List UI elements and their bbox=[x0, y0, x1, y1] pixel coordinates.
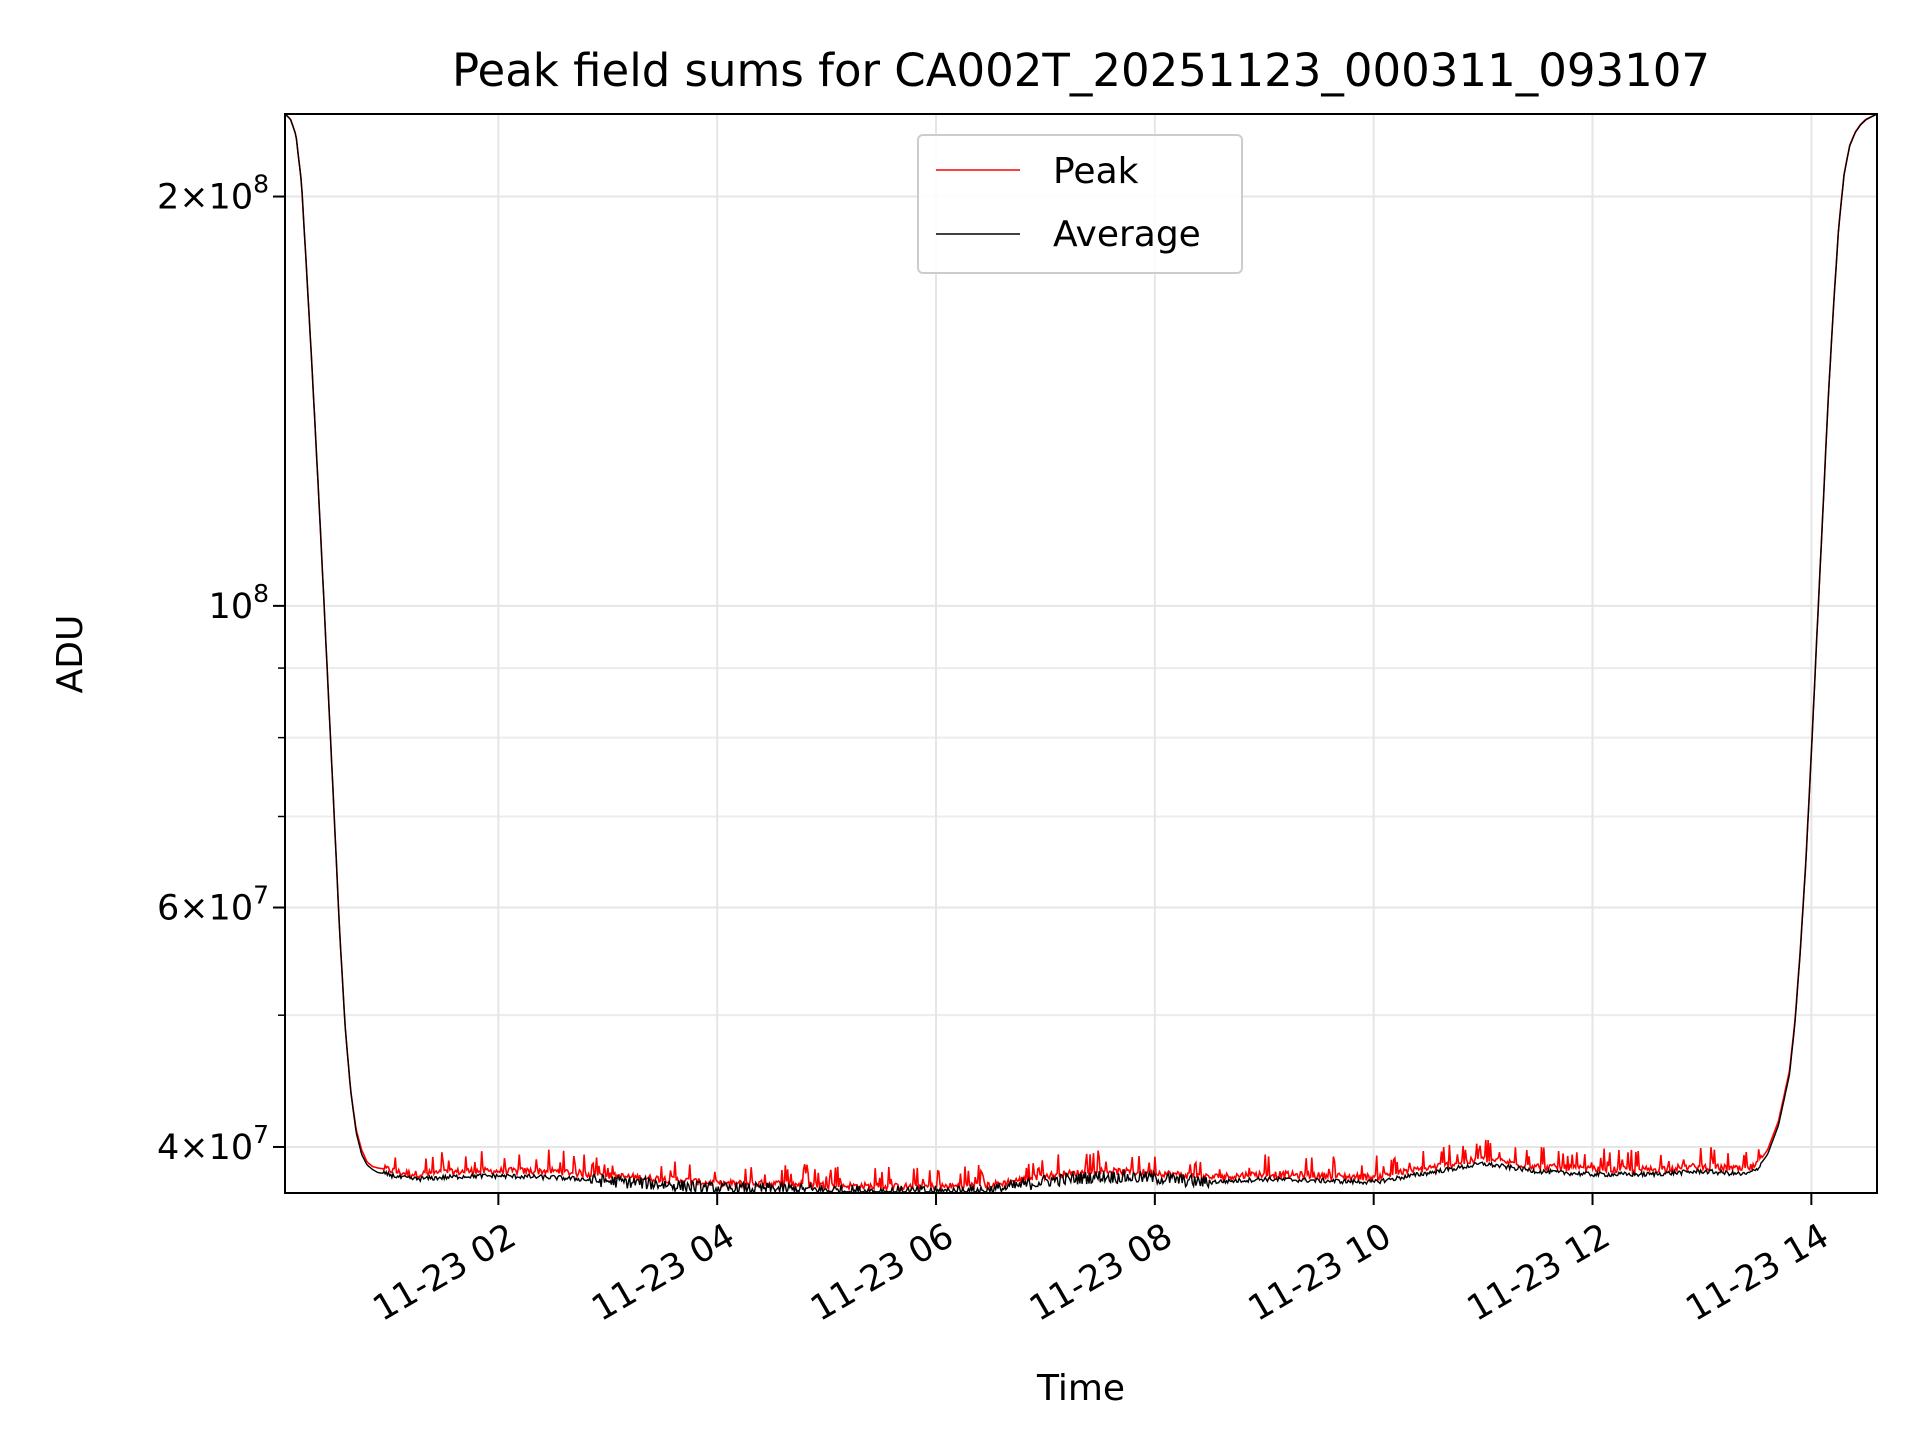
y-axis-label: ADU bbox=[50, 615, 91, 694]
x-axis-label: Time bbox=[1036, 1368, 1125, 1409]
y-tick-label: 2×108 bbox=[157, 170, 269, 218]
legend: Peak Average bbox=[917, 134, 1243, 274]
legend-label-peak: Peak bbox=[1053, 151, 1139, 192]
y-axis: 4×107 6×107 108 2×108 bbox=[157, 170, 285, 1168]
plot-frame bbox=[284, 113, 1878, 1194]
y-tick-label: 4×107 bbox=[157, 1120, 269, 1168]
y-tick-label: 108 bbox=[209, 579, 269, 627]
series-group bbox=[284, 113, 1878, 1195]
y-tick-label: 6×107 bbox=[157, 881, 269, 929]
grid bbox=[285, 114, 1877, 1193]
series-line-average bbox=[284, 113, 1878, 1195]
legend-label-average: Average bbox=[1053, 214, 1201, 255]
chart-title: Peak field sums for CA002T_20251123_0003… bbox=[452, 44, 1710, 97]
